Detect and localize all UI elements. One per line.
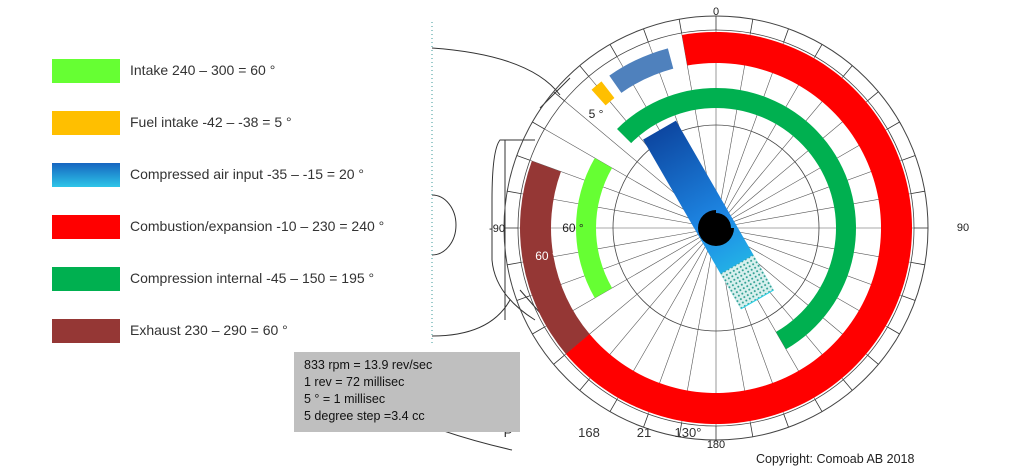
fuel-intake-ring	[591, 81, 615, 106]
legend-compressed-air-swatch	[52, 163, 120, 187]
tick-mark	[579, 379, 590, 391]
tick-mark	[678, 19, 683, 34]
tick-mark	[579, 65, 590, 77]
legend-intake-label: Intake 240 – 300 = 60 °	[130, 62, 276, 78]
tick-mark	[643, 413, 649, 428]
combustion-ring	[565, 31, 912, 424]
fuel-label: 5 °	[589, 107, 604, 121]
tick-mark	[910, 261, 925, 266]
axis-label-top: 0	[713, 6, 719, 18]
tick-mark	[901, 295, 916, 301]
tick-mark	[842, 65, 853, 77]
combustion-label: 240°	[717, 64, 742, 78]
tick-mark	[678, 422, 683, 437]
compressed-air-ring	[609, 48, 674, 93]
info-box: 833 rpm = 13.9 rev/sec 1 rev = 72 millis…	[294, 352, 520, 432]
tick-marks	[504, 16, 928, 440]
tick-mark	[507, 261, 522, 266]
bottom-label-p: P	[504, 425, 513, 440]
intake-ring	[576, 158, 613, 298]
tick-mark	[609, 399, 618, 412]
tick-mark	[783, 413, 789, 428]
axis-label-right: 90	[957, 222, 969, 234]
tick-mark	[507, 190, 522, 195]
tick-mark	[749, 19, 754, 34]
tick-mark	[814, 399, 823, 412]
legend-fuel-intake-swatch	[52, 111, 120, 135]
tick-mark	[867, 91, 879, 102]
tick-mark	[910, 190, 925, 195]
tick-mark	[553, 91, 565, 102]
tick-mark	[901, 155, 916, 161]
compression-ring	[617, 88, 856, 350]
bottom-label-168: 168	[578, 425, 600, 440]
exhaust-ring	[520, 160, 590, 354]
tick-mark	[887, 326, 900, 335]
info-degree-time: 5 ° = 1 millisec	[304, 392, 386, 406]
legend-compressed-air-label: Compressed air input -35 – -15 = 20 °	[130, 166, 365, 182]
tick-mark	[516, 295, 531, 301]
tick-mark	[609, 44, 618, 57]
tick-mark	[749, 422, 754, 437]
tick-mark	[887, 121, 900, 130]
legend-compression-swatch	[52, 267, 120, 291]
info-step-volume: 5 degree step =3.4 cc	[304, 409, 425, 423]
copyright-text: Copyright: Comoab AB 2018	[756, 452, 915, 466]
tick-mark	[553, 354, 565, 365]
tick-mark	[532, 326, 545, 335]
legend-exhaust-label: Exhaust 230 – 290 = 60 °	[130, 322, 288, 338]
tick-mark	[867, 354, 879, 365]
intake-label: 60 °	[562, 221, 584, 235]
legend-exhaust-swatch	[52, 319, 120, 343]
tick-mark	[643, 28, 649, 43]
legend-fuel-intake-label: Fuel intake -42 – -38 = 5 °	[130, 114, 292, 130]
tick-mark	[842, 379, 853, 391]
tick-mark	[814, 44, 823, 57]
legend-intake-swatch	[52, 59, 120, 83]
tick-mark	[532, 121, 545, 130]
rotor-hub-center	[701, 213, 731, 243]
info-rpm: 833 rpm = 13.9 rev/sec	[304, 358, 433, 372]
axis-label-left: -90	[489, 223, 505, 235]
legend-combustion-label: Combustion/expansion -10 – 230 = 240 °	[130, 218, 385, 234]
exhaust-label: 60 °	[535, 249, 557, 263]
legend-combustion-swatch	[52, 215, 120, 239]
bottom-label-21: 21	[637, 425, 651, 440]
bottom-label-130: 130°	[675, 425, 702, 440]
legend-compression-label: Compression internal -45 – 150 = 195 °	[130, 270, 375, 286]
air-label: 20 °	[641, 80, 663, 94]
spoke-line	[544, 128, 701, 220]
axis-label-bottom: 180	[707, 439, 725, 451]
tick-mark	[783, 28, 789, 43]
info-rev-time: 1 rev = 72 millisec	[304, 375, 405, 389]
tick-mark	[516, 155, 531, 161]
